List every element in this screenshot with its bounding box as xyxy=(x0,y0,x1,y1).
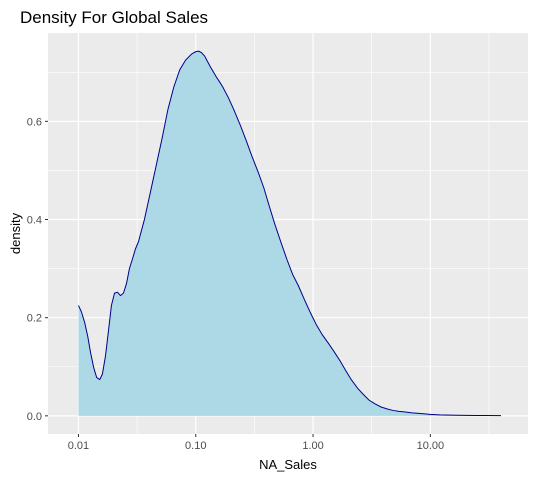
y-tick-label: 0.2 xyxy=(27,313,42,325)
x-tick-label: 0.10 xyxy=(185,440,206,452)
x-tick-label: 10.00 xyxy=(417,440,445,452)
x-tick-label: 1.00 xyxy=(302,440,323,452)
x-axis-title: NA_Sales xyxy=(259,457,317,472)
density-curve-line xyxy=(77,50,501,417)
y-tick-label: 0.6 xyxy=(27,116,42,128)
y-axis-title: density xyxy=(8,212,23,254)
y-tick-label: 0.4 xyxy=(27,215,42,227)
y-axis-ticks: 0.0 0.2 0.4 0.6 xyxy=(27,116,48,423)
y-tick-label: 0.0 xyxy=(27,411,42,423)
chart-title: Density For Global Sales xyxy=(20,8,208,27)
x-axis-ticks: 0.01 0.10 1.00 10.00 xyxy=(68,434,444,452)
density-area-fill xyxy=(78,51,501,416)
x-tick-label: 0.01 xyxy=(68,440,89,452)
